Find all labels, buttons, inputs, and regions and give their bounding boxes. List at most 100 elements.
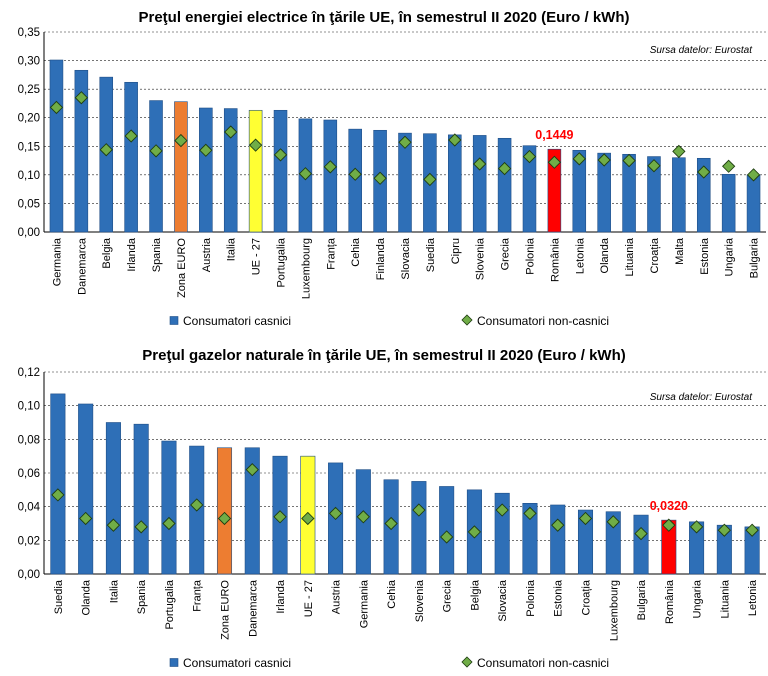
x-tick-label: Croația	[581, 579, 593, 615]
marker-slovacia	[398, 135, 412, 149]
marker-lituania	[622, 153, 636, 168]
bar-germania	[49, 59, 64, 233]
bar-spania	[149, 100, 163, 233]
marker-germania	[356, 510, 370, 524]
x-tick-label: Portugalia	[276, 237, 288, 287]
bar-cipru	[448, 134, 462, 233]
legend-swatch-bar	[169, 316, 179, 325]
x-tick-label: Zona EURO	[176, 238, 188, 298]
marker-polonia	[522, 149, 537, 164]
bar-croatia	[577, 509, 594, 575]
marker-spania	[134, 520, 148, 534]
y-tick-label: 0,00	[18, 227, 40, 239]
y-tick-label: 0,15	[18, 141, 40, 153]
x-tick-label: Slovacia	[400, 237, 412, 279]
x-tick-label: Lituania	[624, 237, 636, 276]
marker-bulgaria	[634, 526, 648, 541]
bar-slovacia	[494, 492, 510, 575]
marker-bulgaria	[746, 168, 761, 182]
bar-olanda	[597, 152, 611, 233]
x-tick-label: România	[664, 579, 676, 624]
y-tick-label: 0,10	[18, 170, 40, 182]
x-tick-label: Croația	[649, 237, 661, 273]
y-tick-label: 0,35	[18, 27, 40, 39]
x-tick-label: Franța	[325, 237, 337, 270]
bar-danemarca	[244, 447, 260, 575]
bar-irlanda	[124, 81, 138, 233]
marker-estonia	[697, 165, 711, 179]
chart-source-note: Sursa datelor: Eurostat	[650, 45, 753, 56]
x-tick-label: Slovacia	[497, 579, 509, 621]
legend-swatch-marker	[461, 314, 473, 326]
x-tick-label: Italia	[108, 579, 120, 603]
bar-romania	[547, 148, 562, 233]
marker-slovenia	[412, 503, 426, 517]
bar-slovenia	[411, 481, 427, 575]
marker-portugalia	[162, 516, 176, 531]
x-tick-label: Luxembourg	[608, 580, 620, 641]
bar-grecia	[439, 486, 455, 575]
x-tick-label: Ungaria	[724, 237, 736, 276]
x-tick-label: Slovenia	[414, 579, 426, 622]
marker-irlanda	[124, 129, 138, 143]
bar-estonia	[696, 157, 711, 233]
marker-finlanda	[373, 171, 387, 185]
bar-franta	[323, 119, 338, 233]
marker-polonia	[523, 506, 537, 521]
marker-franta	[190, 498, 204, 512]
chart-title: Preţul gazelor naturale în ţările UE, în…	[142, 347, 625, 364]
x-tick-label: Suedia	[425, 237, 437, 272]
bar-polonia	[522, 502, 538, 575]
bar-italia	[223, 108, 238, 233]
bar-olanda	[78, 403, 94, 575]
y-tick-label: 0,02	[18, 535, 40, 547]
marker-ue-27	[301, 511, 315, 526]
x-tick-label: Bulgaria	[749, 237, 761, 278]
bar-slovacia	[398, 132, 412, 233]
marker-estonia	[551, 518, 565, 532]
gas-price-chart: Preţul gazelor naturale în ţările UE, în…	[18, 347, 766, 670]
marker-austria	[328, 506, 343, 521]
marker-germania	[49, 100, 64, 115]
chart-source-note: Sursa datelor: Eurostat	[650, 392, 753, 403]
x-tick-label: Cehia	[386, 579, 398, 609]
x-tick-label: Estonia	[553, 579, 565, 617]
bar-danemarca	[74, 69, 89, 233]
bar-portugalia	[161, 440, 177, 575]
x-tick-label: Polonia	[524, 237, 536, 275]
marker-ue-27	[248, 138, 263, 152]
x-tick-label: Irlanda	[126, 237, 138, 272]
x-tick-label: Belgia	[101, 237, 113, 268]
x-tick-label: Danemarca	[247, 579, 259, 637]
x-tick-label: Irlanda	[275, 579, 287, 614]
marker-cehia	[348, 167, 362, 181]
marker-spania	[149, 144, 163, 158]
x-tick-label: Spania	[151, 237, 163, 272]
marker-austria	[199, 143, 213, 157]
x-tick-label: Olanda	[599, 237, 611, 273]
x-tick-label: Italia	[226, 237, 238, 261]
data-label-romania: 0,0320	[650, 499, 688, 513]
marker-danemarca	[245, 462, 259, 477]
bar-slovenia	[472, 135, 487, 233]
bar-luxembourg	[605, 511, 621, 575]
y-tick-label: 0,08	[18, 434, 40, 446]
marker-lituania	[717, 523, 731, 537]
marker-slovenia	[473, 157, 487, 171]
bar-bulgaria	[633, 514, 649, 575]
y-tick-label: 0,06	[18, 468, 40, 480]
bar-austria	[199, 107, 213, 233]
x-tick-label: Franța	[192, 579, 204, 612]
x-tick-label: Cipru	[450, 238, 462, 264]
y-tick-label: 0,00	[18, 569, 40, 581]
x-tick-label: Letonia	[574, 237, 586, 274]
bar-ue-27	[248, 109, 263, 233]
marker-zona-euro	[174, 133, 188, 148]
x-tick-label: Danemarca	[76, 237, 88, 295]
bar-zona-euro	[174, 101, 188, 233]
bar-letonia	[572, 149, 587, 233]
marker-belgia	[99, 143, 113, 157]
x-tick-label: Grecia	[442, 579, 454, 612]
marker-italia	[106, 518, 121, 532]
